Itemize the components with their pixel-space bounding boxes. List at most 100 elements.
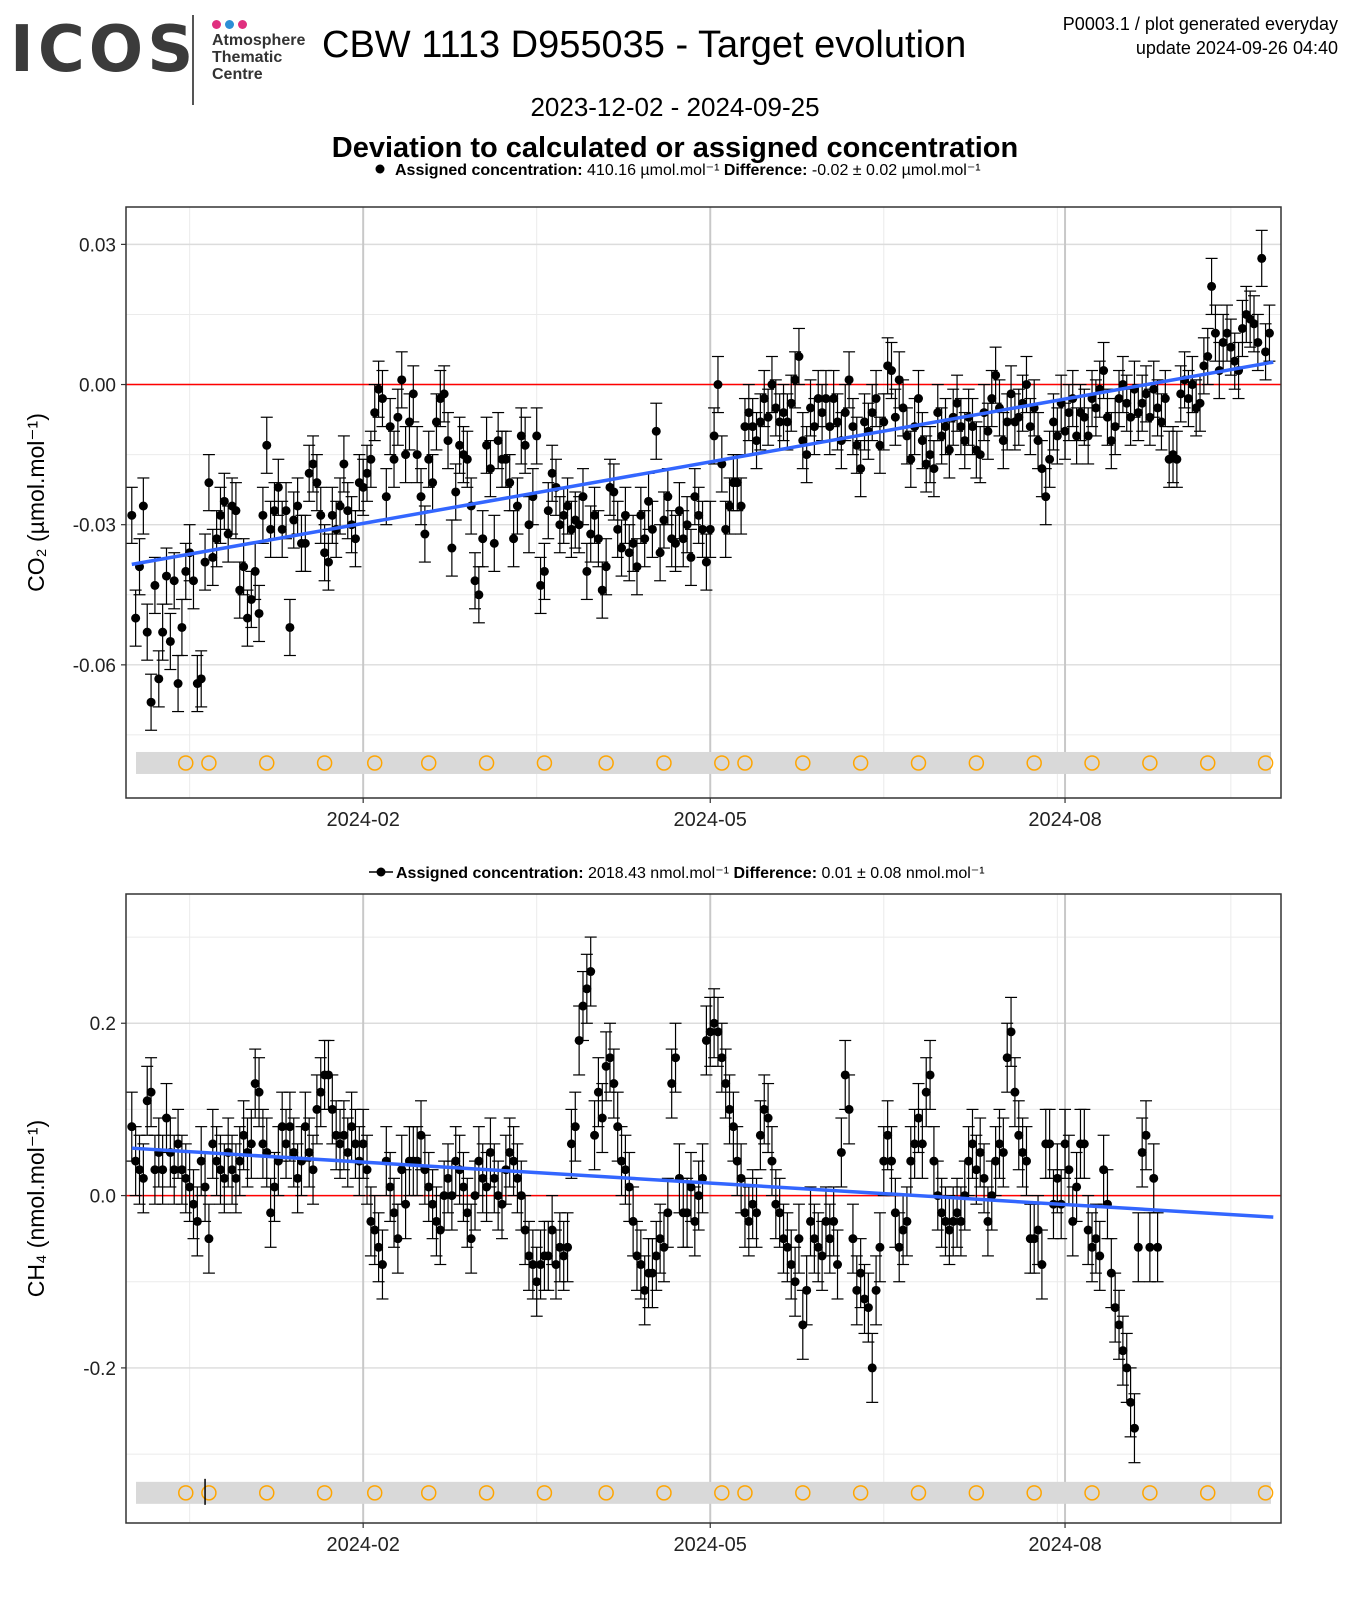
- data-marker: [242, 613, 252, 623]
- data-marker: [879, 417, 889, 427]
- data-point: [1020, 355, 1033, 414]
- data-point: [630, 538, 643, 596]
- data-marker: [917, 1139, 927, 1149]
- data-marker: [1079, 1139, 1089, 1149]
- data-point: [835, 1117, 848, 1188]
- data-marker: [921, 1087, 931, 1097]
- data-marker: [937, 431, 947, 441]
- data-marker: [1199, 361, 1209, 371]
- data-point: [411, 425, 424, 484]
- calibration-marker: [420, 1485, 437, 1501]
- data-marker: [528, 1260, 538, 1270]
- data-marker: [721, 1079, 731, 1089]
- legend-text-part: Assigned concentration:: [395, 162, 583, 179]
- data-point: [931, 383, 944, 442]
- data-marker: [975, 450, 985, 460]
- data-point: [700, 533, 713, 591]
- y-tick-label: 0.00: [79, 376, 116, 397]
- data-marker: [532, 431, 542, 441]
- data-marker: [671, 1053, 681, 1063]
- data-marker: [204, 478, 214, 488]
- data-marker: [725, 501, 735, 511]
- data-marker: [235, 1156, 245, 1166]
- data-marker: [1045, 454, 1055, 464]
- data-marker: [161, 571, 171, 581]
- data-marker: [759, 1104, 769, 1114]
- calibration-marker: [737, 1485, 753, 1501]
- data-marker: [239, 1130, 249, 1140]
- calibration-marker: [201, 1485, 217, 1501]
- data-marker: [628, 538, 638, 548]
- data-point: [789, 351, 802, 409]
- data-point: [746, 1169, 759, 1240]
- data-point: [472, 1126, 485, 1197]
- chart-panel-1: 0.03 0.00 -0.03 -0.06 2024-02 2024-05 2024-08 C…: [23, 162, 1282, 831]
- data-point: [237, 1100, 250, 1171]
- data-marker: [956, 422, 966, 432]
- calibration-marker: [536, 755, 553, 771]
- data-marker: [304, 468, 314, 478]
- data-marker: [269, 506, 279, 516]
- data-point: [1062, 383, 1075, 442]
- data-point: [1263, 304, 1276, 362]
- data-marker: [327, 510, 337, 520]
- data-marker: [813, 1242, 823, 1252]
- data-marker: [748, 422, 758, 432]
- data-point: [341, 1117, 354, 1188]
- data-marker: [620, 510, 630, 520]
- data-marker: [196, 1156, 206, 1166]
- calibration-marker: [259, 755, 275, 771]
- data-marker: [767, 380, 777, 390]
- data-marker: [246, 1139, 256, 1149]
- data-marker: [898, 1225, 908, 1235]
- data-marker: [1137, 1147, 1147, 1157]
- calibration-marker: [656, 1485, 672, 1501]
- page-title: CBW 1113 D955035 - Target evolution: [322, 24, 967, 66]
- data-marker: [509, 1156, 519, 1166]
- data-point: [634, 1229, 647, 1300]
- data-marker: [277, 524, 287, 534]
- data-marker: [740, 422, 750, 432]
- data-marker: [991, 370, 1001, 380]
- data-marker: [593, 1087, 603, 1097]
- data-marker: [289, 515, 299, 525]
- data-marker: [964, 1156, 974, 1166]
- data-marker: [636, 510, 646, 520]
- data-point: [1251, 313, 1264, 372]
- data-marker: [181, 1173, 191, 1183]
- data-marker: [682, 1208, 692, 1218]
- data-marker: [1072, 431, 1082, 441]
- data-marker: [493, 1191, 503, 1201]
- data-point: [391, 1203, 404, 1274]
- data-point: [1051, 1143, 1064, 1214]
- data-marker: [690, 1216, 700, 1226]
- data-marker: [925, 450, 935, 460]
- data-marker: [1249, 319, 1259, 329]
- data-point: [511, 1143, 524, 1214]
- data-marker: [694, 1191, 704, 1201]
- data-point: [843, 1074, 856, 1145]
- data-marker: [732, 478, 742, 488]
- data-point: [638, 510, 651, 568]
- data-marker: [1141, 389, 1151, 399]
- data-marker: [455, 440, 465, 450]
- data-point: [172, 1108, 185, 1179]
- data-marker: [875, 1242, 885, 1252]
- calibration-marker: [1199, 1485, 1216, 1501]
- data-point: [615, 1126, 628, 1197]
- data-point: [1120, 374, 1133, 432]
- data-marker: [474, 590, 484, 600]
- data-marker: [705, 524, 715, 534]
- data-marker: [590, 510, 600, 520]
- data-marker: [902, 431, 912, 441]
- data-marker: [913, 394, 923, 404]
- data-point: [997, 1117, 1010, 1188]
- data-marker: [559, 510, 569, 520]
- data-marker: [752, 436, 762, 446]
- calibration-marker: [598, 1485, 614, 1501]
- data-point: [407, 365, 420, 423]
- data-marker: [1176, 389, 1186, 399]
- data-marker: [563, 501, 573, 511]
- data-marker: [312, 1104, 322, 1114]
